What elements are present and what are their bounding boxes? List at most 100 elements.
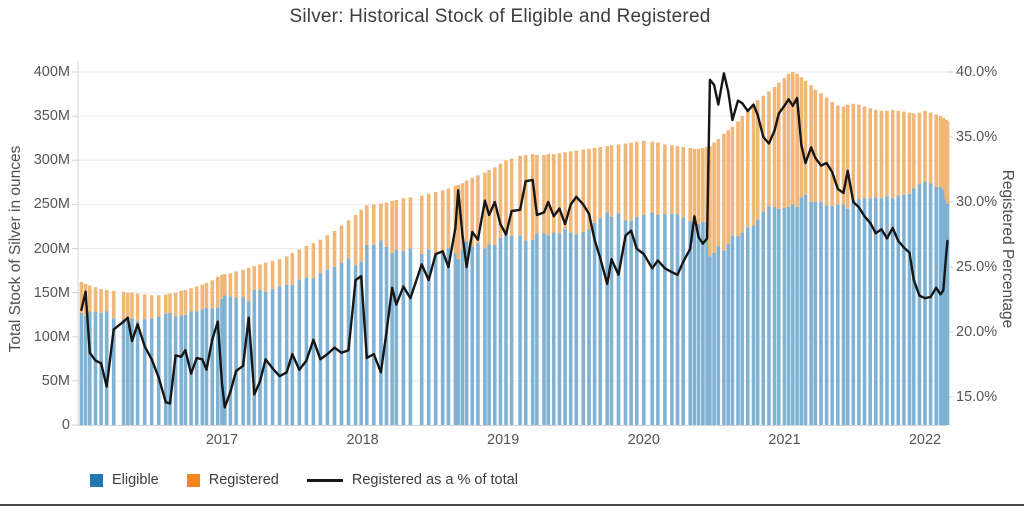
- eligible-bar[interactable]: [681, 217, 685, 425]
- registered-bar[interactable]: [263, 262, 268, 292]
- eligible-bar[interactable]: [845, 208, 850, 425]
- registered-bar[interactable]: [183, 290, 188, 315]
- registered-bar[interactable]: [277, 259, 282, 287]
- eligible-bar[interactable]: [379, 240, 383, 425]
- eligible-bar[interactable]: [460, 249, 465, 425]
- registered-bar[interactable]: [542, 155, 546, 234]
- legend-item-eligible[interactable]: Eligible: [90, 472, 159, 488]
- registered-bar[interactable]: [194, 286, 199, 312]
- eligible-bar[interactable]: [609, 216, 614, 425]
- eligible-bar[interactable]: [701, 222, 705, 425]
- registered-bar[interactable]: [408, 197, 413, 249]
- eligible-bar[interactable]: [656, 215, 660, 425]
- registered-bar[interactable]: [216, 276, 220, 308]
- registered-bar[interactable]: [851, 103, 856, 200]
- eligible-bar[interactable]: [592, 222, 597, 425]
- eligible-bar[interactable]: [581, 231, 586, 425]
- registered-bar[interactable]: [813, 89, 818, 202]
- registered-bar[interactable]: [592, 147, 597, 223]
- eligible-bar[interactable]: [696, 223, 701, 425]
- registered-bar[interactable]: [476, 175, 480, 244]
- registered-bar[interactable]: [173, 292, 178, 317]
- registered-bar[interactable]: [791, 72, 795, 205]
- eligible-bar[interactable]: [456, 259, 460, 425]
- registered-bar[interactable]: [168, 293, 172, 313]
- eligible-bar[interactable]: [88, 311, 92, 425]
- registered-bar[interactable]: [656, 142, 660, 215]
- eligible-bar[interactable]: [104, 311, 109, 425]
- eligible-bar[interactable]: [546, 235, 550, 425]
- eligible-bar[interactable]: [629, 221, 633, 425]
- registered-bar[interactable]: [234, 271, 238, 298]
- registered-bar[interactable]: [767, 91, 771, 207]
- registered-bar[interactable]: [836, 105, 840, 205]
- registered-bar[interactable]: [318, 239, 323, 274]
- eligible-bar[interactable]: [390, 252, 394, 425]
- registered-bar[interactable]: [587, 148, 591, 230]
- registered-bar[interactable]: [220, 275, 224, 299]
- eligible-bar[interactable]: [246, 301, 251, 425]
- registered-bar[interactable]: [874, 109, 878, 198]
- eligible-bar[interactable]: [688, 221, 692, 425]
- eligible-bar[interactable]: [318, 273, 323, 425]
- registered-bar[interactable]: [297, 249, 302, 280]
- eligible-bar[interactable]: [890, 198, 895, 425]
- registered-bar[interactable]: [149, 295, 154, 319]
- eligible-bar[interactable]: [464, 241, 469, 425]
- eligible-bar[interactable]: [755, 219, 760, 425]
- registered-bar[interactable]: [258, 264, 262, 290]
- registered-bar[interactable]: [394, 200, 399, 250]
- registered-bar[interactable]: [379, 203, 383, 241]
- registered-bar[interactable]: [446, 188, 451, 248]
- registered-bar[interactable]: [934, 114, 938, 187]
- registered-bar[interactable]: [487, 170, 491, 245]
- registered-bar[interactable]: [346, 220, 351, 259]
- eligible-bar[interactable]: [598, 218, 602, 426]
- eligible-bar[interactable]: [705, 222, 709, 425]
- eligible-bar[interactable]: [372, 245, 376, 425]
- eligible-bar[interactable]: [130, 318, 134, 425]
- registered-bar[interactable]: [483, 172, 487, 249]
- registered-bar[interactable]: [390, 200, 394, 253]
- eligible-bar[interactable]: [156, 316, 161, 426]
- eligible-bar[interactable]: [568, 232, 573, 425]
- registered-bar[interactable]: [204, 282, 209, 308]
- eligible-bar[interactable]: [772, 207, 777, 425]
- eligible-bar[interactable]: [535, 233, 539, 426]
- registered-bar[interactable]: [803, 80, 808, 195]
- eligible-bar[interactable]: [258, 290, 262, 425]
- eligible-bar[interactable]: [708, 256, 712, 425]
- registered-bar[interactable]: [419, 195, 424, 254]
- registered-bar[interactable]: [104, 290, 109, 312]
- registered-bar[interactable]: [819, 93, 823, 202]
- eligible-bar[interactable]: [552, 232, 556, 425]
- registered-bar[interactable]: [372, 204, 376, 245]
- registered-bar[interactable]: [772, 87, 777, 207]
- eligible-bar[interactable]: [945, 203, 950, 426]
- registered-bar[interactable]: [246, 267, 251, 302]
- eligible-bar[interactable]: [149, 318, 154, 425]
- eligible-bar[interactable]: [189, 311, 193, 425]
- registered-bar[interactable]: [156, 295, 161, 317]
- eligible-bar[interactable]: [270, 289, 275, 425]
- eligible-bar[interactable]: [851, 200, 856, 425]
- eligible-bar[interactable]: [210, 308, 214, 426]
- eligible-bar[interactable]: [587, 229, 591, 425]
- registered-bar[interactable]: [868, 108, 872, 199]
- eligible-bar[interactable]: [483, 248, 487, 426]
- eligible-bar[interactable]: [902, 194, 906, 425]
- eligible-bar[interactable]: [518, 235, 522, 425]
- registered-bar[interactable]: [535, 155, 539, 234]
- eligible-bar[interactable]: [938, 186, 943, 425]
- eligible-bar[interactable]: [767, 206, 771, 425]
- registered-bar[interactable]: [786, 73, 791, 208]
- eligible-bar[interactable]: [509, 236, 514, 425]
- eligible-bar[interactable]: [99, 312, 103, 425]
- registered-bar[interactable]: [135, 293, 140, 321]
- registered-bar[interactable]: [670, 145, 674, 214]
- eligible-bar[interactable]: [803, 194, 808, 425]
- registered-bar[interactable]: [755, 100, 760, 220]
- eligible-bar[interactable]: [879, 198, 884, 425]
- eligible-bar[interactable]: [277, 286, 282, 425]
- registered-bar[interactable]: [663, 144, 667, 215]
